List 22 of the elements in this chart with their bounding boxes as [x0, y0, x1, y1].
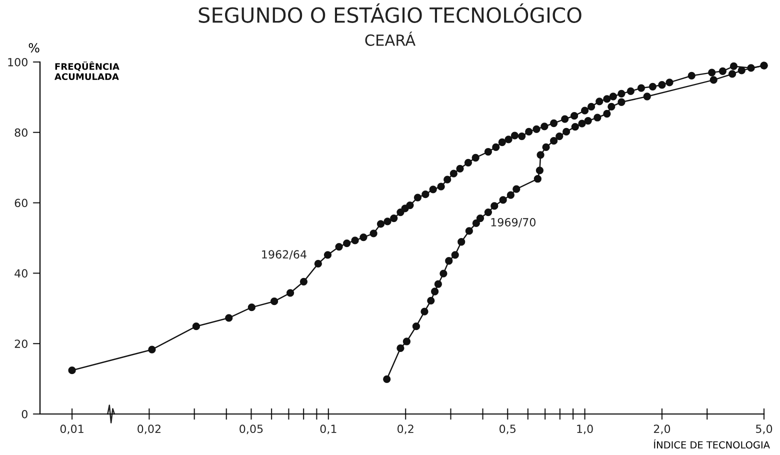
x-tick-label: 0,1: [320, 424, 336, 434]
series-label: 1962/64: [262, 250, 306, 260]
x-tick-label: 0,01: [60, 424, 84, 434]
y-tick-label: 20: [14, 340, 28, 348]
chart-subtitle: CEARÁ: [365, 32, 416, 46]
y-tick-label: 80: [14, 128, 28, 137]
x-tick-label: 0,2: [397, 424, 414, 434]
x-axis-title: ÍNDICE DE TECNOLOGIA: [654, 439, 770, 449]
x-tick-label: 0,5: [500, 424, 516, 434]
series-label: 1969/70: [491, 218, 536, 228]
x-tick-label: 2,0: [654, 424, 670, 434]
y-tick-label: 0: [22, 410, 28, 418]
x-tick-label: 1,0: [577, 424, 593, 434]
y-tick-label: 40: [14, 269, 28, 278]
x-tick-label: 5,0: [756, 424, 772, 434]
chart-title: SEGUNDO O ESTÁGIO TECNOLÓGICO: [198, 3, 582, 23]
x-tick-label: 0,05: [240, 424, 263, 434]
y-tick-label: 100: [8, 58, 28, 66]
x-tick-label: 0,02: [138, 424, 160, 434]
y-tick-label: 60: [14, 198, 28, 208]
annotation: FREQÜÊNCIA ACUMULADA: [54, 61, 120, 80]
y-axis-title: %: [28, 43, 40, 53]
